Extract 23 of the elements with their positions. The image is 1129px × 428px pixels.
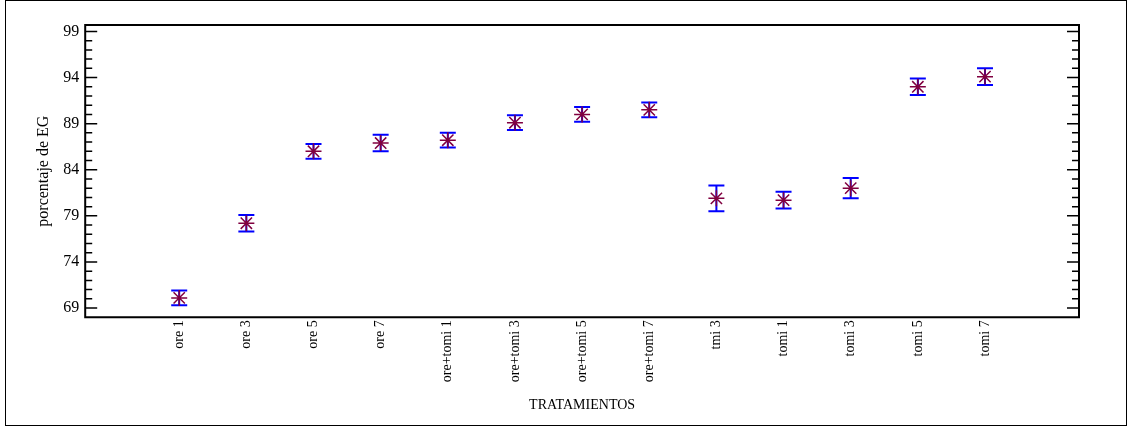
x-tick-label: ore+tomi 5 xyxy=(573,320,589,383)
x-tick-label: ore 1 xyxy=(170,320,186,349)
x-tick-label: ore+tomi 1 xyxy=(439,320,455,383)
y-axis-title: porcentaje de EG xyxy=(33,115,52,227)
x-tick-label: tomi 7 xyxy=(976,320,992,357)
x-tick-label: tmi 3 xyxy=(708,320,724,350)
x-tick-label: ore 7 xyxy=(372,320,388,349)
y-tick-label: 89 xyxy=(63,113,80,131)
x-tick-label: tomi 5 xyxy=(909,320,925,357)
y-tick-label: 79 xyxy=(63,206,80,224)
y-tick-label: 74 xyxy=(63,252,80,270)
x-axis-title: TRATAMIENTOS xyxy=(529,397,636,413)
x-tick-label: tomi 1 xyxy=(775,320,791,357)
y-tick-label: 99 xyxy=(63,21,80,39)
y-tick-label: 94 xyxy=(63,67,80,85)
x-tick-label: ore 5 xyxy=(305,320,321,349)
x-tick-label: ore 3 xyxy=(238,320,254,349)
y-tick-label: 69 xyxy=(63,298,80,316)
point xyxy=(707,189,726,208)
y-tick-label: 84 xyxy=(63,159,80,177)
x-tick-label: tomi 3 xyxy=(842,320,858,357)
x-tick-label: ore+tomi 7 xyxy=(640,320,656,383)
x-tick-label: ore+tomi 3 xyxy=(506,320,522,383)
